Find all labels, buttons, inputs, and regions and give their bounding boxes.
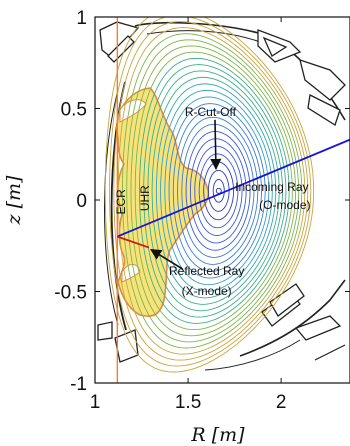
flux-contour [104, 17, 315, 373]
y-tick-label: 0.5 [61, 100, 87, 121]
r-cutoff-arrow [210, 119, 222, 171]
flux-contour [113, 21, 309, 361]
annotation-text: R-Cut-Off [185, 105, 237, 119]
annotation-text: Incoming Ray [235, 180, 308, 194]
y-tick-label: 0 [76, 191, 87, 212]
x-tick-label: 2 [276, 392, 287, 413]
y-tick-label: -1 [70, 374, 87, 395]
flux-contour [130, 45, 297, 337]
flux-contour [121, 33, 303, 349]
y-axis-label: z [m] [3, 175, 25, 225]
flux-contour [147, 70, 284, 312]
annotation-text: (O-mode) [259, 198, 310, 212]
flux-contour [212, 179, 225, 203]
annotation-text: Reflected Ray [169, 264, 244, 278]
magnetic-axis [215, 187, 222, 194]
flux-contour [151, 76, 280, 305]
flux-contour [189, 138, 247, 244]
flux-contour [155, 83, 277, 299]
incoming-ray [116, 138, 350, 238]
annotation-text: ECR [114, 189, 128, 215]
accessible-region-fill [116, 87, 210, 317]
y-tick-label: 1 [76, 8, 87, 29]
reflected-ray-arrow [150, 248, 184, 270]
flux-contour [134, 51, 293, 331]
flux-contour [139, 57, 290, 324]
annotation-text: (X-mode) [182, 284, 232, 298]
flux-contour [117, 27, 306, 355]
y-axis-ticks: -1 -0.5 0 0.5 1 [54, 8, 350, 395]
flux-contour [198, 153, 239, 229]
x-axis-label: R [m] [190, 424, 245, 446]
flux-contour [126, 39, 300, 343]
y-tick-label: -0.5 [54, 283, 87, 304]
flux-contours [104, 17, 315, 373]
flux-contour [203, 161, 235, 221]
flux-contour [109, 17, 312, 367]
x-axis-ticks: 1 1.5 2 [90, 17, 287, 413]
flux-contour [177, 116, 259, 265]
flux-contour [160, 89, 273, 292]
reflected-ray [117, 235, 150, 249]
annotations: R-Cut-Off Incoming Ray (O-mode) Reflected R… [114, 105, 311, 298]
flux-contour [181, 123, 255, 258]
flux-contour [207, 169, 230, 212]
region-notch-top [119, 99, 147, 123]
x-tick-label: 1.5 [175, 392, 201, 413]
flux-contour [185, 131, 251, 251]
flux-contour [172, 109, 262, 272]
flux-contour [168, 103, 266, 279]
flux-contour [194, 145, 243, 236]
x-tick-label: 1 [90, 392, 101, 413]
flux-contour [164, 96, 270, 286]
annotation-text: UHR [138, 185, 152, 211]
flux-contour [143, 64, 287, 318]
